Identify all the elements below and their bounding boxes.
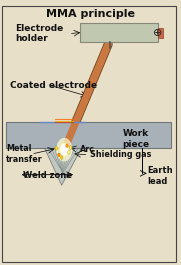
Circle shape: [56, 138, 72, 161]
Circle shape: [69, 146, 72, 149]
Text: Work
piece: Work piece: [123, 129, 150, 149]
Circle shape: [58, 153, 60, 157]
Polygon shape: [45, 148, 81, 185]
Text: Weld zone: Weld zone: [23, 171, 72, 180]
Text: Earth
lead: Earth lead: [148, 166, 173, 186]
Circle shape: [66, 144, 68, 148]
Text: Shielding gas: Shielding gas: [90, 151, 152, 160]
Bar: [80, 23, 158, 42]
Circle shape: [60, 156, 63, 159]
Text: ⊕: ⊕: [153, 28, 162, 38]
Circle shape: [68, 151, 70, 154]
Text: MMA principle: MMA principle: [46, 8, 135, 19]
Text: Arc: Arc: [80, 145, 94, 154]
Bar: [6, 122, 171, 148]
Circle shape: [55, 147, 58, 150]
Bar: [158, 28, 163, 38]
Text: Coated electrode: Coated electrode: [10, 81, 97, 90]
Circle shape: [60, 143, 69, 156]
Text: Metal
transfer: Metal transfer: [6, 144, 43, 164]
Text: Electrode
holder: Electrode holder: [15, 24, 63, 43]
